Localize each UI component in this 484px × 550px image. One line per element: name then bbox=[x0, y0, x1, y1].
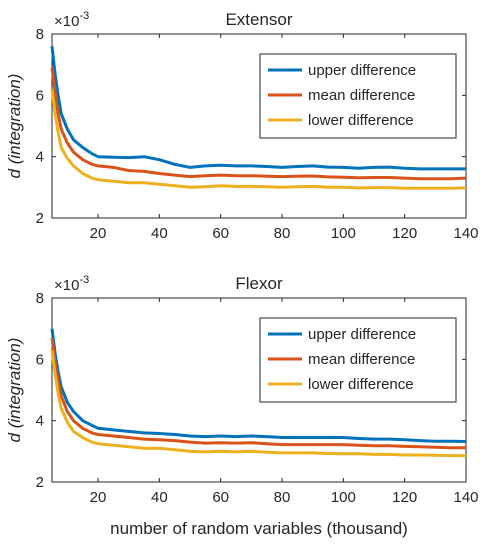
x-tick-label: 80 bbox=[274, 225, 291, 242]
chart-panel-2: 20 40 60 80 100 120 140 2 4 6 8 ×10-3 Flexor d (integ… bbox=[5, 274, 479, 538]
x-tick-label: 80 bbox=[274, 489, 291, 506]
x-tick-label: 120 bbox=[392, 489, 417, 506]
x-tick-label: 100 bbox=[331, 225, 356, 242]
chart-panel-1: 20 40 60 80 100 120 140 2 4 6 8 ×10-3 Extensor d (int… bbox=[5, 10, 479, 242]
series-line-upper bbox=[50, 328, 467, 443]
y-tick-label: 6 bbox=[36, 87, 44, 104]
chart-title: Extensor bbox=[225, 10, 292, 29]
y-exponent-label: ×10-3 bbox=[54, 10, 89, 30]
y-exponent-power: -3 bbox=[79, 274, 89, 286]
y-exponent-power: -3 bbox=[79, 10, 89, 22]
legend: upper difference mean difference lower dif… bbox=[259, 317, 457, 403]
axes-box bbox=[51, 297, 467, 483]
y-exponent-base: ×10 bbox=[54, 277, 79, 294]
y-axis-label: d (integration) bbox=[5, 74, 24, 179]
x-tick-label: 20 bbox=[90, 225, 107, 242]
y-tick-label: 4 bbox=[36, 149, 44, 166]
legend-label-upper: upper difference bbox=[308, 62, 416, 79]
y-tick-label: 6 bbox=[36, 351, 44, 368]
y-tick-label: 8 bbox=[36, 290, 44, 307]
x-tick-label: 40 bbox=[151, 489, 168, 506]
x-tick-label: 140 bbox=[453, 489, 478, 506]
x-tick-label: 20 bbox=[90, 489, 107, 506]
y-exponent-base: ×10 bbox=[54, 13, 79, 30]
axes-box bbox=[51, 33, 467, 219]
y-tick-label: 2 bbox=[36, 210, 44, 227]
series-line-mean bbox=[50, 337, 466, 450]
x-tick-label: 140 bbox=[453, 225, 478, 242]
legend-label-mean: mean difference bbox=[308, 87, 415, 104]
series-line-mean bbox=[50, 67, 467, 181]
y-tick-label: 2 bbox=[36, 474, 44, 491]
x-tick-label: 120 bbox=[392, 225, 417, 242]
x-tick-label: 40 bbox=[151, 225, 168, 242]
y-exponent-label: ×10-3 bbox=[54, 274, 89, 294]
x-tick-label: 60 bbox=[212, 489, 229, 506]
legend-label-lower: lower difference bbox=[308, 376, 414, 393]
legend-label-lower: lower difference bbox=[308, 112, 414, 129]
x-axis-label: number of random variables (thousand) bbox=[110, 519, 408, 538]
legend: upper difference mean difference lower dif… bbox=[259, 53, 457, 139]
x-tick-label: 100 bbox=[331, 489, 356, 506]
legend-label-mean: mean difference bbox=[308, 351, 415, 368]
y-axis-label: d (integration) bbox=[5, 338, 24, 443]
legend-label-upper: upper difference bbox=[308, 326, 416, 343]
series-line-upper bbox=[50, 46, 466, 171]
chart-title: Flexor bbox=[235, 274, 283, 293]
x-tick-label: 60 bbox=[212, 225, 229, 242]
y-tick-label: 4 bbox=[36, 413, 44, 430]
series-line-lower bbox=[50, 349, 466, 458]
y-tick-label: 8 bbox=[36, 26, 44, 43]
series-line-lower bbox=[50, 89, 467, 190]
